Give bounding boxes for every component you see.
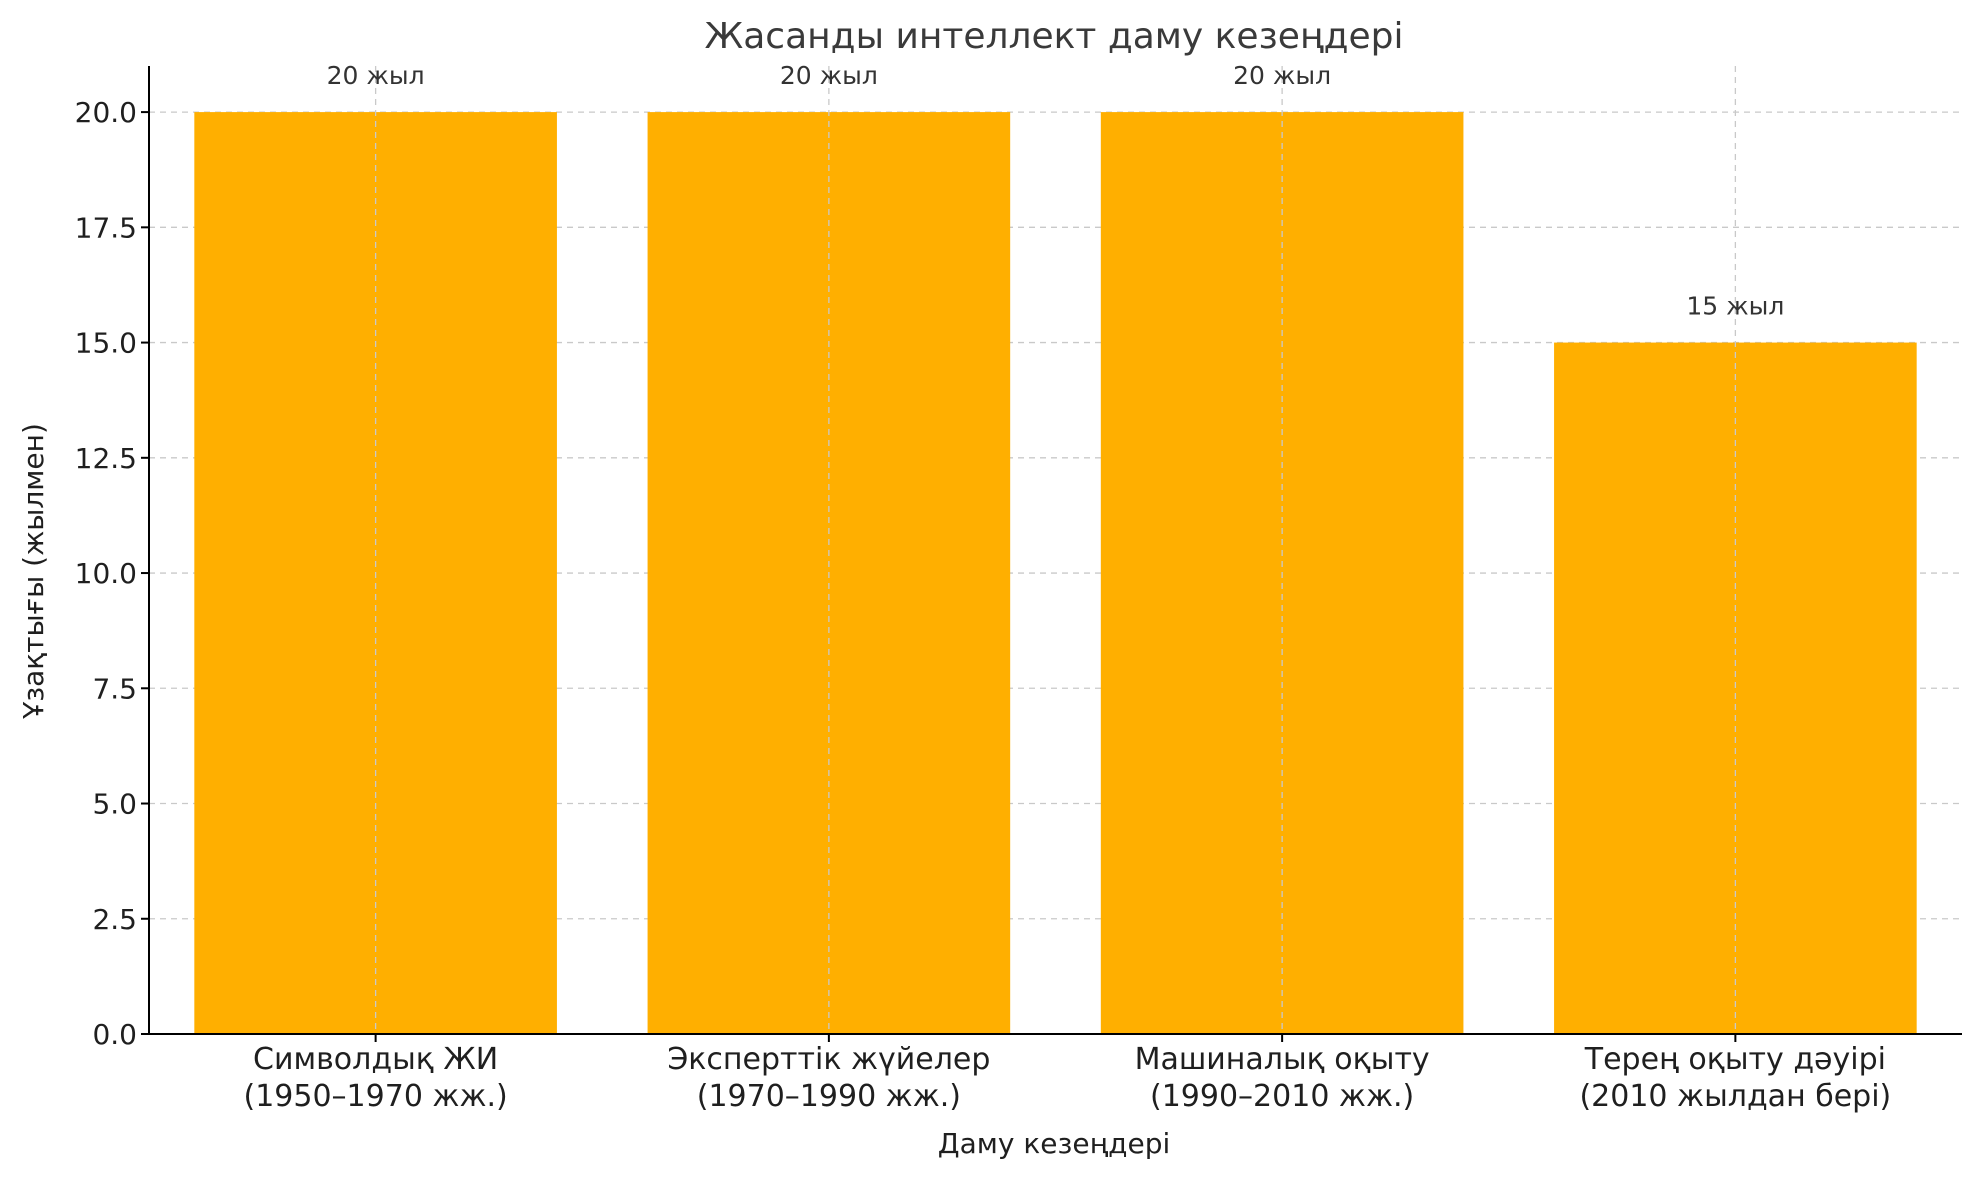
bar bbox=[1554, 342, 1917, 1035]
x-axis-label: Даму кезеңдері bbox=[938, 1127, 1171, 1160]
x-tick-label: Машиналық оқыту (1990–2010 жж.) bbox=[1135, 1042, 1430, 1114]
y-tick-label: 12.5 bbox=[75, 442, 137, 475]
vertical-grid-layer bbox=[374, 66, 1737, 1034]
y-tick-label: 2.5 bbox=[92, 903, 137, 936]
bar-data-label: 20 жыл bbox=[1233, 61, 1331, 90]
label-layer: 0.0 2.5 5.0 7.5 10.0 12.5 15.0 17.5 20.0 Символды… bbox=[75, 61, 1892, 1114]
bar-data-label: 20 жыл bbox=[327, 61, 425, 90]
y-tick-label: 0.0 bbox=[92, 1018, 137, 1051]
y-tick-label: 10.0 bbox=[75, 557, 137, 590]
y-tick-label: 5.0 bbox=[92, 788, 137, 821]
chart-title: Жасанды интеллект даму кезеңдері bbox=[704, 16, 1403, 57]
y-tick-label: 20.0 bbox=[75, 96, 137, 129]
y-axis-label: Ұзақтығы (жылмен) bbox=[17, 423, 50, 720]
bar-data-label: 20 жыл bbox=[780, 61, 878, 90]
axis-layer bbox=[141, 66, 1962, 1042]
y-tick-label: 17.5 bbox=[75, 211, 137, 244]
bar-data-label: 15 жыл bbox=[1686, 292, 1784, 321]
y-tick-label: 15.0 bbox=[75, 327, 137, 360]
x-tick-label: Терең оқыту дәуірі (2010 жылдан бері) bbox=[1579, 1042, 1891, 1114]
x-tick-label: Эксперттік жүйелер (1970–1990 жж.) bbox=[667, 1042, 990, 1114]
y-tick-label: 7.5 bbox=[92, 672, 137, 705]
x-tick-label: Символдық ЖИ (1950–1970 жж.) bbox=[244, 1042, 508, 1114]
